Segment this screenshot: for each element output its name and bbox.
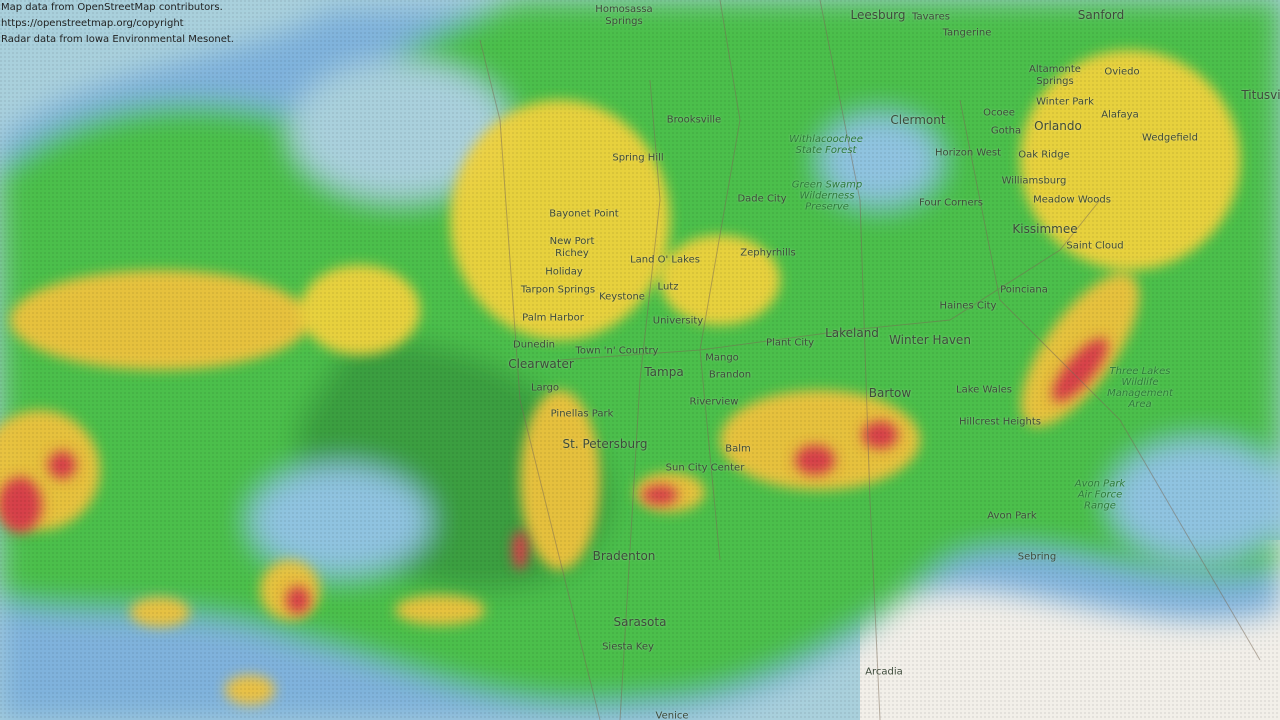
place-label: Winter Haven (889, 333, 971, 347)
place-label: Alafaya (1101, 109, 1139, 121)
attribution: Map data from OpenStreetMap contributors… (1, 0, 234, 48)
place-label: Hillcrest Heights (959, 416, 1041, 428)
place-label: Titusville (1241, 88, 1280, 102)
place-label: Leesburg (850, 8, 906, 22)
place-label: Siesta Key (602, 641, 654, 653)
place-label: Dunedin (513, 339, 555, 351)
place-label: Sun City Center (665, 462, 745, 474)
attribution-osm: Map data from OpenStreetMap contributors… (1, 2, 223, 13)
park-label: Green Swamp Wilderness Preserve (791, 179, 863, 213)
place-label: Dade City (737, 193, 787, 205)
place-label: Brooksville (666, 114, 722, 126)
road (699, 0, 741, 561)
place-label: Sarasota (613, 615, 667, 629)
place-label: Town 'n' Country (575, 345, 659, 357)
place-label: Mango (705, 352, 739, 364)
place-label: Keystone (599, 291, 645, 303)
attribution-copyright-link[interactable]: https://openstreetmap.org/copyright (1, 18, 184, 29)
place-label: Spring Hill (612, 152, 664, 164)
place-label: Oak Ridge (1018, 149, 1070, 161)
attribution-radar: Radar data from Iowa Environmental Meson… (1, 34, 234, 45)
place-label: University (652, 315, 704, 327)
place-label: Bayonet Point (549, 208, 619, 220)
place-label: Pinellas Park (550, 408, 614, 420)
place-label: Poinciana (1000, 284, 1048, 296)
place-label: Tavares (912, 11, 950, 23)
place-label: Largo (530, 382, 560, 394)
place-label: Orlando (1034, 119, 1082, 133)
road (559, 199, 1101, 361)
place-label: Avon Park (987, 510, 1037, 522)
place-label: St. Petersburg (562, 437, 648, 451)
road (819, 0, 881, 720)
place-label: Saint Cloud (1066, 240, 1124, 252)
place-label: Tarpon Springs (520, 284, 596, 296)
place-label: Venice (655, 710, 689, 720)
place-label: Brandon (708, 369, 752, 381)
place-label: Haines City (939, 300, 997, 312)
park-label: Three Lakes Wildlife Management Area (1107, 366, 1173, 410)
place-label: Lakeland (825, 326, 879, 340)
place-label: Tangerine (942, 27, 992, 39)
place-label: Altamonte Springs (1029, 64, 1081, 87)
place-label: Oviedo (1104, 66, 1140, 78)
place-label: Riverview (689, 396, 739, 408)
place-label: Williamsburg (1001, 175, 1067, 187)
place-label: Ocoee (983, 107, 1015, 119)
place-label: Lake Wales (956, 384, 1012, 396)
place-label: Holiday (545, 266, 583, 278)
place-label: New Port Richey (549, 236, 595, 259)
road (619, 79, 661, 720)
place-label: Sebring (1017, 551, 1057, 563)
place-label: Kissimmee (1012, 222, 1078, 236)
roads (479, 0, 1261, 720)
park-label: Withlacoochee State Forest (789, 134, 863, 156)
place-label: Gotha (990, 125, 1022, 137)
place-label: Balm (725, 443, 751, 455)
park-label: Avon Park Air Force Range (1074, 478, 1126, 512)
place-label: Bradenton (592, 549, 656, 563)
place-label: Four Corners (919, 197, 983, 209)
place-label: Lutz (657, 281, 679, 293)
place-label: Sanford (1077, 8, 1125, 22)
place-label: Palm Harbor (522, 312, 584, 324)
place-label: Meadow Woods (1033, 194, 1111, 206)
road (959, 99, 1261, 661)
place-label: Land O' Lakes (630, 254, 700, 266)
place-label: Plant City (766, 337, 814, 349)
place-label: Tampa (644, 365, 684, 379)
place-label: Winter Park (1036, 96, 1094, 108)
place-label: Zephyrhills (740, 247, 796, 259)
place-label: Clearwater (508, 357, 574, 371)
place-label: Clermont (890, 113, 946, 127)
place-label: Arcadia (865, 666, 903, 678)
place-label: Bartow (868, 386, 912, 400)
road (479, 39, 601, 720)
place-label: Horizon West (935, 147, 1001, 159)
place-label: Homosassa Springs (595, 4, 653, 27)
place-label: Wedgefield (1142, 132, 1198, 144)
